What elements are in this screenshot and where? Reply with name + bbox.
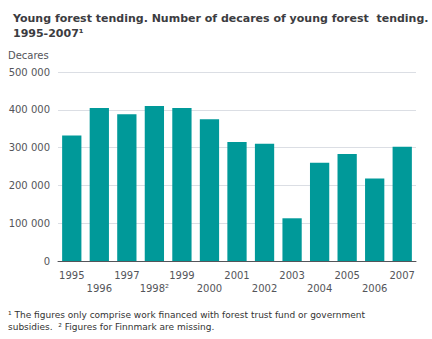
svg-text:Young forest tending. Number o: Young forest tending. Number of decares … [12, 12, 429, 25]
svg-text:2002: 2002 [252, 283, 277, 294]
svg-text:300 000: 300 000 [9, 142, 50, 153]
svg-text:1996: 1996 [87, 283, 112, 294]
svg-text:2000: 2000 [197, 283, 222, 294]
svg-text:subsidies. ² Figures for Finn: subsidies. ² Figures for Finnmark are mi… [8, 322, 214, 332]
svg-text:¹ The figures only comprise wo: ¹ The figures only comprise work finance… [8, 310, 365, 320]
svg-text:2004: 2004 [307, 283, 332, 294]
svg-text:2006: 2006 [362, 283, 387, 294]
svg-text:1999: 1999 [169, 270, 194, 281]
svg-text:0: 0 [44, 256, 50, 267]
svg-text:Decares: Decares [8, 50, 49, 61]
svg-text:1998²: 1998² [140, 283, 169, 294]
svg-text:1997: 1997 [114, 270, 139, 281]
svg-text:100 000: 100 000 [9, 218, 50, 229]
svg-text:1995: 1995 [59, 270, 84, 281]
svg-text:200 000: 200 000 [9, 180, 50, 191]
svg-text:2007: 2007 [390, 270, 415, 281]
svg-text:1995-2007¹: 1995-2007¹ [13, 27, 84, 40]
svg-text:2003: 2003 [279, 270, 304, 281]
svg-text:2001: 2001 [224, 270, 249, 281]
svg-text:2005: 2005 [334, 270, 359, 281]
svg-text:400 000: 400 000 [9, 104, 50, 115]
svg-text:500 000: 500 000 [9, 67, 50, 78]
